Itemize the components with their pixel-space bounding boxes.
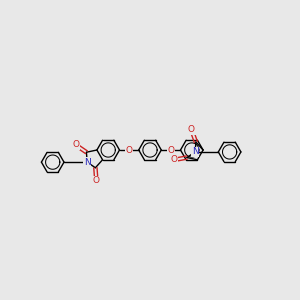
Text: O: O bbox=[72, 140, 79, 149]
Text: O: O bbox=[167, 146, 174, 154]
Text: O: O bbox=[188, 125, 195, 134]
Text: O: O bbox=[171, 155, 178, 164]
Text: O: O bbox=[126, 146, 133, 154]
Text: N: N bbox=[84, 158, 91, 166]
Text: N: N bbox=[192, 147, 199, 156]
Text: O: O bbox=[93, 176, 100, 185]
